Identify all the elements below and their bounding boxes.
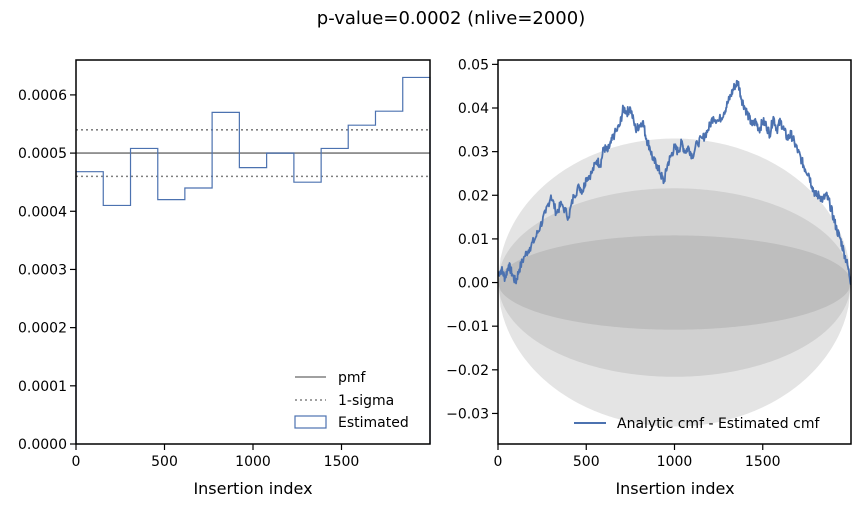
left-y-tick-label: 0.0006 (18, 88, 67, 104)
right-x-axis-label: Insertion index (615, 479, 734, 498)
left-y-tick-label: 0.0005 (18, 146, 67, 162)
left-y-tick-label: 0.0000 (18, 437, 67, 453)
legend-estimated-swatch (294, 415, 327, 429)
right-x-tick-label: 500 (573, 454, 600, 470)
left-y-tick-label: 0.0002 (18, 321, 67, 337)
left-axes-frame (75, 59, 431, 445)
left-x-tick-label: 1000 (235, 454, 271, 470)
left-x-tick-label: 500 (151, 454, 178, 470)
right-plot: 0 500 1000 1500 −0.03 −0.02 −0.01 0.00 0.01 0.02 0… (446, 57, 852, 498)
left-x-tick-label: 0 (72, 454, 81, 470)
left-y-tick-label: 0.0001 (18, 379, 67, 395)
left-y-tick-label: 0.0003 (18, 262, 67, 278)
sigma-band-1-sigma (498, 235, 851, 330)
legend-estimated-label: Estimated (338, 415, 409, 431)
left-x-axis-label: Insertion index (193, 479, 312, 498)
legend-pmf-label: pmf (338, 370, 367, 386)
left-x-tick-label: 1500 (324, 454, 360, 470)
right-x-tick-label: 1500 (745, 454, 781, 470)
left-legend: pmf 1-sigma Estimated (294, 370, 409, 431)
right-y-tick-label: −0.01 (446, 319, 489, 335)
right-y-tick-label: 0.03 (458, 145, 489, 161)
right-y-tick-label: −0.02 (446, 363, 489, 379)
legend-sigma-label: 1-sigma (338, 393, 394, 409)
right-y-tick-label: 0.01 (458, 232, 489, 248)
right-x-tick-label: 0 (494, 454, 503, 470)
left-plot: 0 500 1000 1500 0.0000 0.0001 0.0002 0.0003 0.00… (18, 59, 431, 498)
right-y-tick-label: −0.03 (446, 406, 489, 422)
legend-cmf-label: Analytic cmf - Estimated cmf (617, 416, 820, 432)
right-y-tick-label: 0.04 (458, 101, 489, 117)
cmf-difference-line (498, 79, 851, 285)
right-y-tick-label: 0.02 (458, 188, 489, 204)
left-y-tick-label: 0.0004 (18, 204, 67, 220)
right-y-tick-label: 0.05 (458, 57, 489, 73)
right-y-tick-label: 0.00 (458, 276, 489, 292)
right-legend: Analytic cmf - Estimated cmf (574, 416, 820, 432)
estimated-histogram (75, 76, 431, 444)
right-x-tick-label: 1000 (657, 454, 693, 470)
figure-title: p-value=0.0002 (nlive=2000) (317, 8, 585, 29)
